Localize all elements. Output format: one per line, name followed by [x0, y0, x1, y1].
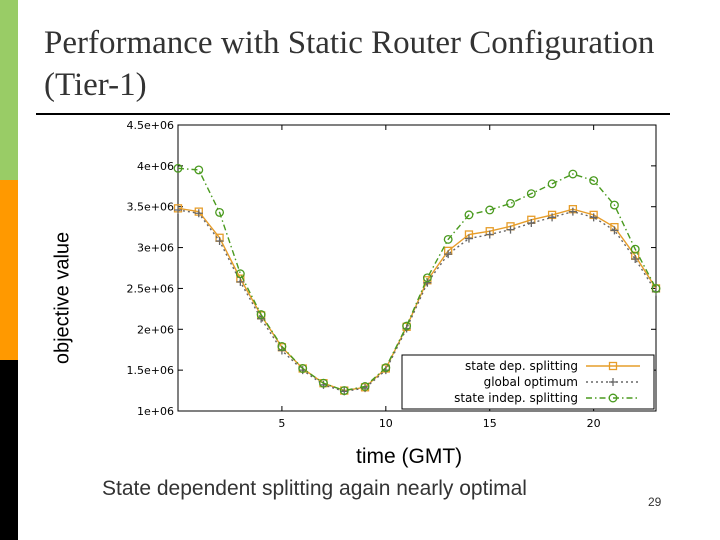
- series-3-point: [485, 205, 495, 215]
- series-3-point: [235, 269, 245, 279]
- series-2-point: [236, 277, 245, 286]
- series-3-point: [609, 200, 619, 210]
- y-axis-label: objective value: [51, 231, 74, 365]
- series-3-point: [464, 210, 474, 220]
- x-axis-label: time (GMT): [356, 445, 463, 468]
- slide-caption: State dependent splitting again nearly o…: [102, 477, 527, 500]
- legend-marker: [608, 393, 618, 403]
- x-tick-label: 15: [483, 417, 497, 430]
- title-rule: [36, 113, 670, 115]
- series-2-point: [631, 255, 640, 264]
- y-tick-label: 3e+06: [137, 242, 174, 255]
- series-3-point: [506, 198, 515, 208]
- y-tick-label: 3.5e+06: [127, 201, 174, 214]
- accent-bar-black: [0, 360, 18, 540]
- page-number: 29: [648, 495, 662, 509]
- slide-title: Performance with Static Router Configura…: [44, 25, 655, 103]
- y-tick-label: 2e+06: [137, 323, 174, 336]
- series-3-point: [319, 378, 328, 388]
- series-3-point: [381, 363, 391, 373]
- series-2-point: [610, 226, 619, 235]
- y-tick-label: 1e+06: [137, 405, 174, 418]
- x-tick-label: 5: [278, 417, 285, 430]
- legend-label: global optimum: [484, 375, 578, 389]
- series-2-point: [215, 237, 224, 246]
- series-3-point: [443, 234, 453, 244]
- series-3-point: [422, 273, 432, 283]
- series-3-point: [194, 165, 204, 175]
- legend-label: state indep. splitting: [454, 391, 578, 405]
- series-3-point: [589, 176, 599, 186]
- series-3-point: [173, 163, 183, 173]
- series-line-3: [177, 167, 657, 392]
- series-3-point: [360, 382, 370, 391]
- series-2-point: [464, 234, 473, 243]
- series-3-point: [547, 179, 557, 189]
- series-3-point: [256, 310, 266, 320]
- y-tick-label: 1.5e+06: [127, 364, 174, 377]
- line-chart: 1e+06 1.5e+06 2e+06 2.5e+06 3e+06 3.5e+06 4e+0…: [127, 119, 661, 430]
- series-3-point: [651, 283, 661, 293]
- series-3-point: [298, 364, 308, 373]
- legend-marker: [608, 361, 618, 371]
- accent-bar-orange: [0, 180, 18, 360]
- x-tick-label: 10: [379, 417, 393, 430]
- y-tick-label: 2.5e+06: [127, 282, 174, 295]
- plot-frame: [177, 124, 657, 412]
- series-2-point: [548, 213, 557, 222]
- series-2-point: [444, 250, 453, 259]
- x-tick-label: 20: [587, 417, 601, 430]
- series-3-point: [526, 189, 536, 199]
- series-3-point: [215, 207, 225, 217]
- series-2-point: [485, 230, 494, 239]
- series-2-point: [174, 205, 182, 214]
- series-2-point: [589, 213, 598, 222]
- series-3-point: [630, 244, 640, 254]
- y-tick-label: 4e+06: [137, 160, 174, 173]
- series-3-point: [402, 321, 412, 331]
- series-3-point: [277, 341, 287, 351]
- legend-marker: [609, 378, 617, 386]
- series-3-point: [568, 169, 578, 179]
- series-2-point: [527, 219, 536, 228]
- accent-bar-green: [0, 0, 18, 180]
- legend-label: state dep. splitting: [465, 359, 578, 373]
- series-2-point: [194, 209, 203, 218]
- series-2-point: [568, 207, 577, 216]
- y-tick-label: 4.5e+06: [127, 119, 174, 132]
- series-3-point: [339, 386, 349, 396]
- series-2-point: [506, 225, 515, 234]
